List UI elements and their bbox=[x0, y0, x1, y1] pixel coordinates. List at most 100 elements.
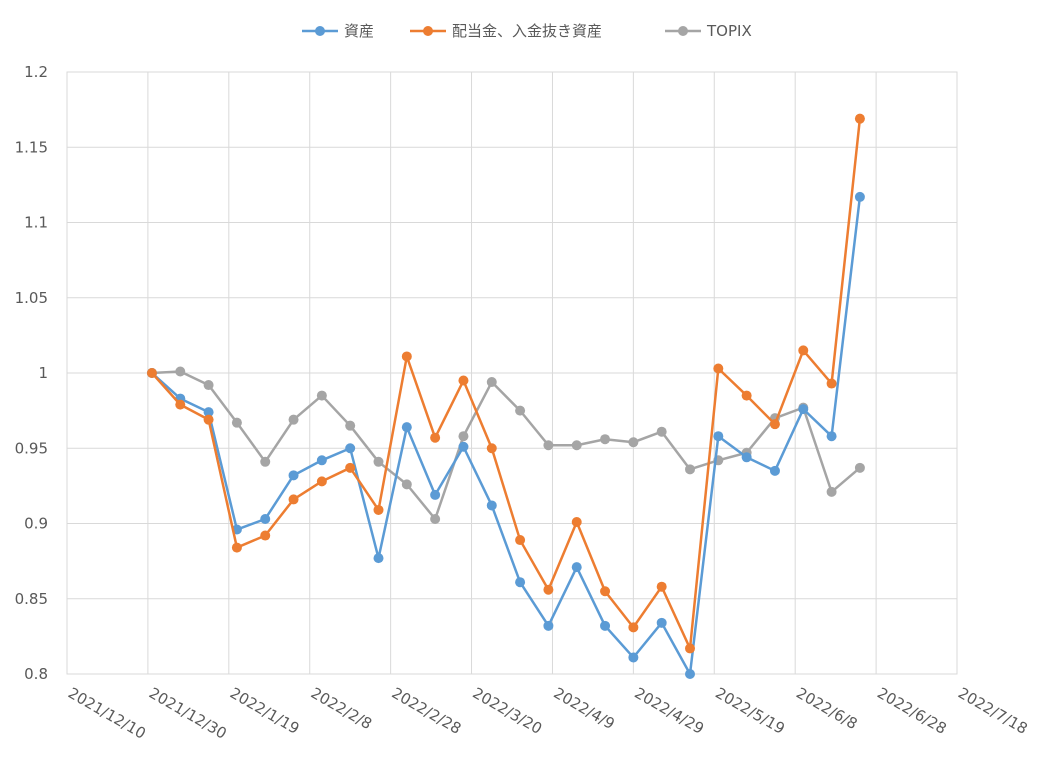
data-point bbox=[826, 378, 837, 389]
legend-label: TOPIX bbox=[706, 22, 752, 40]
data-point bbox=[175, 366, 186, 377]
x-tick-label: 2022/1/19 bbox=[227, 684, 303, 738]
data-point bbox=[656, 581, 667, 592]
data-point bbox=[685, 464, 695, 475]
legend-label: 資産 bbox=[344, 22, 374, 40]
y-tick-label: 0.8 bbox=[24, 665, 48, 683]
data-point bbox=[571, 440, 582, 451]
data-point bbox=[854, 191, 865, 202]
data-point bbox=[685, 643, 695, 654]
data-point bbox=[543, 620, 554, 631]
x-tick-label: 2022/6/8 bbox=[793, 684, 860, 733]
data-point bbox=[260, 530, 271, 541]
data-point bbox=[826, 431, 837, 442]
data-point bbox=[798, 345, 809, 356]
data-point bbox=[373, 553, 384, 564]
data-point bbox=[854, 113, 865, 124]
data-point bbox=[345, 443, 356, 454]
data-point bbox=[345, 462, 356, 473]
data-point bbox=[260, 513, 271, 524]
data-point bbox=[288, 470, 299, 481]
series-2 bbox=[146, 366, 865, 524]
data-point bbox=[373, 456, 384, 467]
data-point bbox=[345, 420, 356, 431]
data-point bbox=[628, 437, 639, 448]
x-tick-label: 2021/12/30 bbox=[146, 684, 230, 743]
y-tick-label: 1.15 bbox=[15, 138, 48, 156]
legend-item: 配当金、入金抜き資産 bbox=[410, 22, 602, 40]
series-0 bbox=[146, 191, 865, 679]
x-tick-label: 2022/4/29 bbox=[631, 684, 707, 738]
data-point bbox=[231, 417, 242, 428]
data-point bbox=[316, 390, 327, 401]
data-point bbox=[146, 368, 157, 378]
data-point bbox=[600, 434, 611, 445]
data-point bbox=[713, 363, 724, 374]
data-point bbox=[628, 652, 639, 663]
data-point bbox=[515, 405, 526, 416]
data-point bbox=[373, 504, 384, 515]
series-line bbox=[151, 118, 862, 650]
data-point bbox=[798, 404, 809, 415]
legend-label: 配当金、入金抜き資産 bbox=[452, 22, 602, 40]
data-point bbox=[571, 516, 582, 527]
data-point bbox=[741, 390, 752, 401]
data-point bbox=[288, 414, 299, 425]
legend-item: 資産 bbox=[302, 22, 374, 40]
data-point bbox=[515, 577, 526, 588]
series-1 bbox=[146, 113, 865, 654]
data-point bbox=[175, 399, 186, 410]
x-tick-label: 2022/2/28 bbox=[389, 684, 465, 738]
y-tick-label: 1.1 bbox=[24, 214, 48, 232]
data-point bbox=[401, 351, 412, 362]
data-point bbox=[231, 542, 242, 553]
data-point bbox=[288, 494, 299, 505]
data-point bbox=[486, 443, 497, 454]
data-point bbox=[401, 479, 412, 490]
x-tick-label: 2022/5/19 bbox=[712, 684, 788, 738]
x-tick-label: 2021/12/10 bbox=[65, 684, 149, 743]
data-point bbox=[430, 432, 441, 443]
x-tick-label: 2022/4/9 bbox=[550, 684, 617, 733]
data-point bbox=[430, 513, 441, 524]
data-point bbox=[628, 622, 639, 633]
legend-point-marker bbox=[678, 26, 688, 36]
data-point bbox=[486, 500, 497, 511]
x-tick-label: 2022/7/18 bbox=[955, 684, 1031, 738]
data-point bbox=[458, 441, 469, 452]
data-point bbox=[486, 377, 497, 388]
legend-point-marker bbox=[315, 26, 325, 36]
data-point bbox=[685, 669, 695, 679]
gridlines bbox=[66, 71, 958, 675]
data-point bbox=[430, 489, 441, 500]
y-tick-label: 1.2 bbox=[24, 63, 48, 81]
data-point bbox=[543, 584, 554, 595]
y-tick-label: 0.95 bbox=[15, 439, 48, 457]
y-tick-label: 0.85 bbox=[15, 590, 48, 608]
data-point bbox=[656, 617, 667, 628]
data-point bbox=[401, 422, 412, 433]
y-tick-label: 1 bbox=[38, 364, 48, 382]
data-point bbox=[600, 586, 611, 597]
legend: 資産 配当金、入金抜き資産 TOPIX bbox=[302, 22, 752, 40]
data-point bbox=[571, 562, 582, 573]
data-point bbox=[203, 380, 214, 391]
data-point bbox=[854, 462, 865, 473]
data-point bbox=[458, 375, 469, 386]
x-tick-label: 2022/3/20 bbox=[470, 684, 546, 738]
data-point bbox=[260, 456, 271, 467]
data-point bbox=[600, 620, 611, 631]
data-point bbox=[543, 440, 554, 451]
data-point bbox=[316, 476, 327, 487]
data-point bbox=[316, 455, 327, 466]
data-point bbox=[826, 486, 837, 497]
legend-point-marker bbox=[423, 26, 433, 36]
data-point bbox=[769, 465, 780, 476]
x-tick-label: 2022/6/28 bbox=[874, 684, 950, 738]
data-point bbox=[203, 414, 214, 425]
series-line bbox=[151, 196, 862, 676]
x-tick-label: 2022/2/8 bbox=[308, 684, 375, 733]
